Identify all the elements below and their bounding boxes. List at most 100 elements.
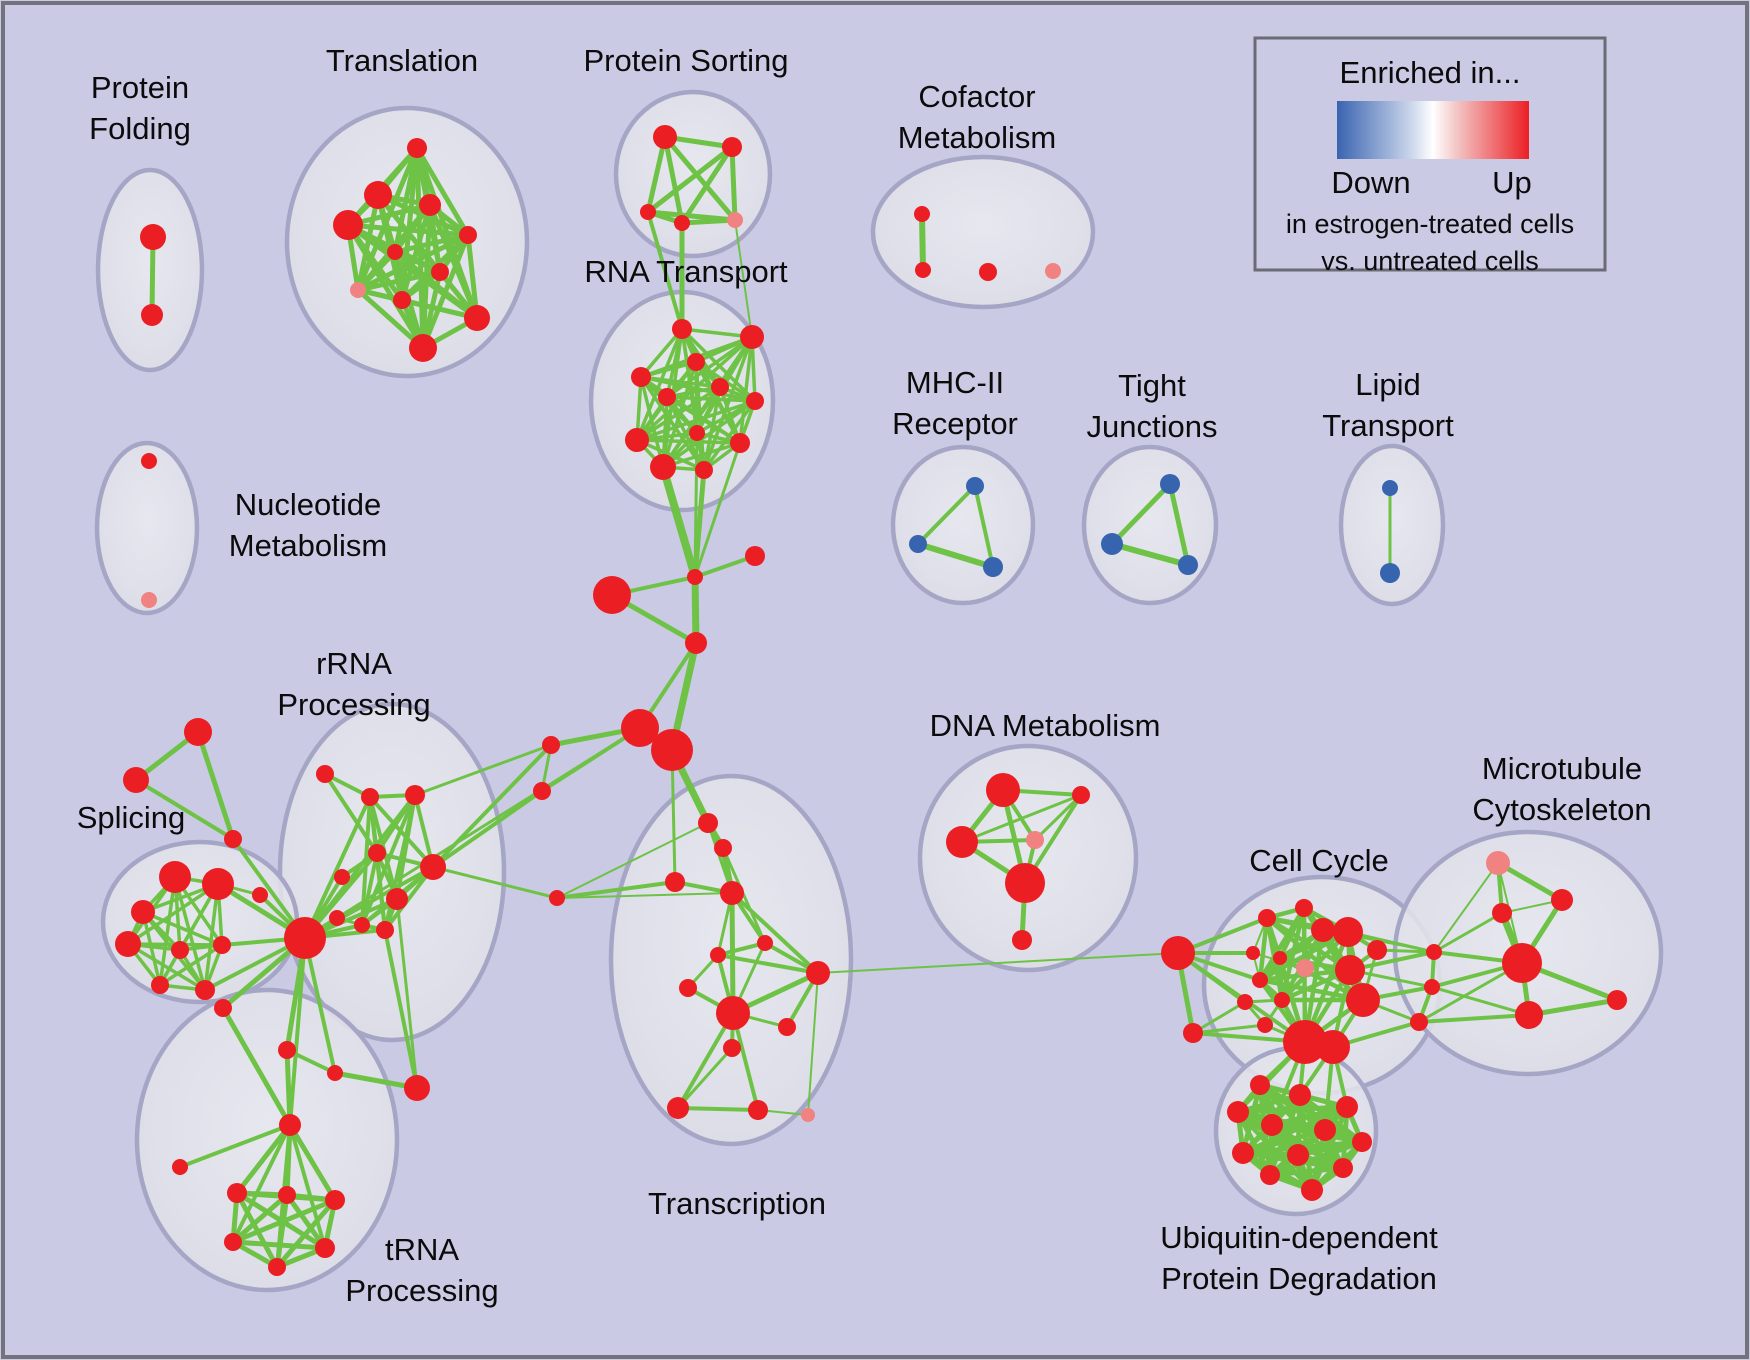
node-a2 [123,767,149,793]
node-y12 [1367,940,1387,960]
tight-junctions-label-line1: Tight [1118,368,1186,403]
node-Y2 [1316,1030,1350,1064]
edge-s1-s3 [645,134,668,215]
edge-y1-y5 [1257,915,1270,983]
edge-q1-q4 [706,821,734,895]
node-sp4 [115,931,141,957]
node-q11 [723,1039,741,1057]
edge-r10-j1 [693,441,742,579]
node-t8 [350,282,366,298]
edge-f2-f4 [230,1192,290,1245]
node-b4 [368,844,386,862]
edge-u10-u11 [1267,1165,1346,1178]
edge-f2-f5 [284,1192,328,1251]
edge-s2-s5 [729,144,738,223]
node-f3 [325,1190,345,1210]
protein-sorting-label-line1: Protein Sorting [583,43,788,78]
trna-processing-label-line2: Processing [345,1273,498,1308]
legend-subtitle-1: in estrogen-treated cells [1286,209,1574,239]
edge-r4-r12 [639,375,706,472]
node-r10 [730,433,750,453]
edge-cf1-cf2 [919,211,926,273]
edge-mh2-mh3 [915,541,996,570]
node-t11 [409,334,437,362]
nucleotide-metabolism-label-line1: Nucleotide [235,487,381,522]
node-cf1 [914,206,930,222]
node-c2 [745,546,765,566]
edge-mh1-mh2 [916,484,977,546]
nucleotide-metabolism-label-line2: Metabolism [229,528,388,563]
node-r7 [746,392,764,410]
node-y0 [1161,936,1195,970]
node-u11 [1333,1158,1353,1178]
node-u7 [1352,1132,1372,1152]
edge-k1-mtS [1433,862,1499,953]
ubiquitin-degradation-label-line2: Protein Degradation [1161,1261,1437,1296]
protein-folding-ellipse [95,167,205,373]
edge-q12-q13 [676,1106,760,1112]
node-b6 [420,854,446,880]
node-x2 [533,782,551,800]
node-f1 [227,1183,247,1203]
legend-gradient-bar [1337,101,1529,159]
node-r8 [625,428,649,452]
edge-mBig-m2 [332,1070,420,1091]
edge-sp2-sp8 [203,882,220,992]
cofactor-metabolism-label-line1: Cofactor [918,79,1035,114]
node-j1 [687,569,703,585]
node-sp3 [131,900,155,924]
edge-t3-t10 [427,202,480,321]
node-d4 [1005,863,1045,903]
edge-thub-f1 [234,1122,293,1196]
node-t4 [333,210,363,240]
node-f4 [224,1233,242,1251]
node-u4 [1336,1096,1358,1118]
microtubule-cytoskeleton-label-line1: Microtubule [1482,751,1642,786]
node-b9 [354,917,370,933]
edge-r10-r11 [661,441,742,469]
node-y11 [1335,955,1365,985]
edge-mh1-mh3 [973,484,995,569]
edge-u6-u8 [1240,1127,1328,1156]
edge-a2-a3 [134,778,235,841]
edge-t7-t8 [355,269,443,293]
node-tj3 [1178,555,1198,575]
edge-yb-y8 [1191,1023,1267,1035]
node-u3 [1227,1101,1249,1123]
edge-thub-f5 [288,1123,327,1250]
edge-qL-q3 [555,880,677,900]
edge-sp6-sp7 [158,943,224,987]
node-pf2 [141,304,163,326]
node-u2 [1289,1084,1311,1106]
lipid-transport-label-line1: Lipid [1355,367,1421,402]
protein-folding-label-line2: Folding [89,111,191,146]
node-t3 [419,194,441,216]
node-b12 [214,999,232,1017]
node-m1 [278,1041,296,1059]
edge-r11-j1 [659,463,699,581]
node-mtB [1502,943,1542,983]
edge-q2-q6 [721,846,767,945]
edge-t1-t5 [414,145,471,238]
node-mt2 [1492,903,1512,923]
node-d3 [1026,831,1044,849]
legend-title: Enriched in... [1340,55,1521,90]
node-k2 [1424,979,1440,995]
node-f6 [268,1258,286,1276]
node-s3 [640,204,656,220]
edge-q11-q12 [676,1046,734,1110]
edge-y2-y5 [1257,905,1307,983]
node-mt4 [1607,990,1627,1010]
node-s1 [653,125,677,149]
cofactor-metabolism-ellipse [870,154,1096,310]
node-cf3 [979,263,997,281]
edge-mBig-b7 [395,897,419,1090]
edge-q9-q12 [676,1011,735,1110]
node-b7 [386,888,408,910]
node-s4 [674,215,690,231]
node-q2 [714,839,732,857]
node-f2 [278,1186,296,1204]
node-f5 [315,1238,335,1258]
rna-transport-label-line1: RNA Transport [584,254,788,289]
